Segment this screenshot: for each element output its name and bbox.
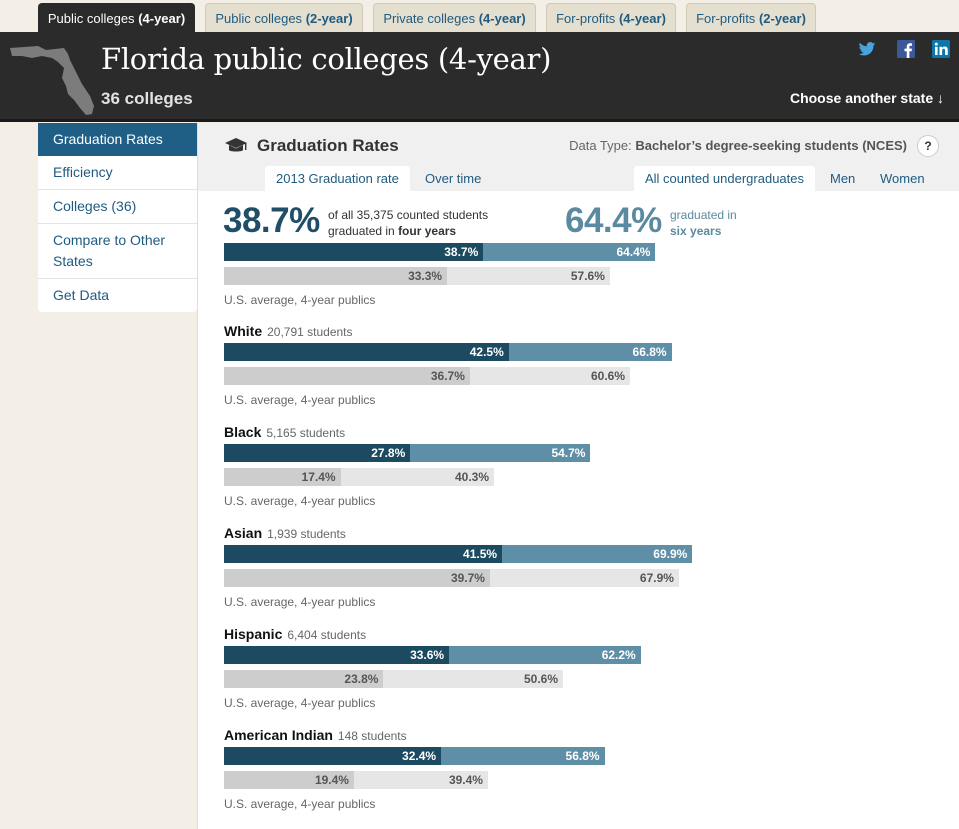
page-title: Florida public colleges (4-year) bbox=[101, 42, 552, 76]
avg-four-year-bar[interactable]: 17.4% bbox=[224, 468, 341, 486]
section-title: Graduation Rates bbox=[257, 136, 399, 155]
tab-label: For-profits bbox=[696, 11, 756, 26]
sidebar: Graduation Rates Efficiency Colleges (36… bbox=[38, 123, 197, 312]
tab-forprofit-4year[interactable]: For-profits (4-year) bbox=[546, 3, 676, 32]
four-year-text-2: graduated in four years bbox=[328, 223, 488, 239]
avg-four-year-bar[interactable]: 23.8% bbox=[224, 670, 384, 688]
main-panel: Graduation Rates Data Type: Bachelor’s d… bbox=[197, 123, 959, 829]
subtab-2013-rate[interactable]: 2013 Graduation rate bbox=[265, 166, 410, 191]
group-students: 5,165 students bbox=[266, 426, 346, 440]
tab-sublabel: (2-year) bbox=[758, 11, 806, 26]
subtab-women[interactable]: Women bbox=[880, 171, 925, 186]
group-students: 6,404 students bbox=[287, 628, 367, 642]
group-name: Hispanic bbox=[224, 626, 283, 642]
tab-sublabel: (4-year) bbox=[618, 11, 666, 26]
four-year-text-1: of all 35,375 counted students bbox=[328, 208, 489, 222]
four-year-rate: 38.7% bbox=[223, 201, 320, 240]
four-year-description: of all 35,375 counted students graduated… bbox=[328, 207, 488, 239]
four-year-text-prefix: graduated in bbox=[328, 224, 399, 238]
six-year-text-2: six years bbox=[670, 224, 722, 238]
group-label: Black 5,165 students bbox=[224, 424, 345, 440]
facebook-icon[interactable] bbox=[897, 40, 915, 58]
graduation-cap-icon bbox=[225, 138, 247, 152]
us-average-label: U.S. average, 4-year publics bbox=[224, 797, 376, 811]
page-header: Florida public colleges (4-year) 36 coll… bbox=[0, 32, 959, 122]
college-type-tabs: Public colleges (4-year) Public colleges… bbox=[0, 0, 959, 32]
data-type-label: Data Type: bbox=[569, 138, 632, 153]
twitter-icon[interactable] bbox=[858, 40, 876, 58]
six-year-description: graduated in six years bbox=[670, 207, 737, 239]
data-type: Data Type: Bachelor’s degree-seeking stu… bbox=[569, 138, 907, 153]
avg-four-year-bar[interactable]: 39.7% bbox=[224, 569, 490, 587]
group-students: 20,791 students bbox=[267, 325, 353, 339]
group-name: Asian bbox=[224, 525, 263, 541]
us-average-label: U.S. average, 4-year publics bbox=[224, 494, 376, 508]
tab-sublabel: (4-year) bbox=[138, 11, 186, 26]
tab-forprofit-2year[interactable]: For-profits (2-year) bbox=[686, 3, 816, 32]
us-average-label: U.S. average, 4-year publics bbox=[224, 293, 376, 307]
tab-public-4year[interactable]: Public colleges (4-year) bbox=[38, 3, 195, 32]
group-name: Black bbox=[224, 424, 262, 440]
four-year-bar[interactable]: 42.5% bbox=[224, 343, 509, 361]
group-label: Hispanic 6,404 students bbox=[224, 626, 366, 642]
subtab-men[interactable]: Men bbox=[830, 171, 856, 186]
tab-label: Private colleges bbox=[383, 11, 476, 26]
tab-sublabel: (2-year) bbox=[305, 11, 353, 26]
linkedin-icon[interactable] bbox=[932, 40, 950, 58]
sidebar-item-efficiency[interactable]: Efficiency bbox=[38, 156, 197, 190]
four-year-bar[interactable]: 33.6% bbox=[224, 646, 450, 664]
choose-state-link[interactable]: Choose another state ↓ bbox=[789, 90, 944, 106]
sidebar-item-colleges[interactable]: Colleges (36) bbox=[38, 190, 197, 224]
four-year-bar[interactable]: 38.7% bbox=[224, 243, 484, 261]
group-label: American Indian 148 students bbox=[224, 727, 407, 743]
group-name: White bbox=[224, 323, 263, 339]
group-students: 1,939 students bbox=[267, 527, 346, 541]
tab-public-2year[interactable]: Public colleges (2-year) bbox=[205, 3, 363, 32]
avg-four-year-bar[interactable]: 33.3% bbox=[224, 267, 448, 285]
help-button[interactable]: ? bbox=[917, 135, 939, 157]
avg-four-year-bar[interactable]: 36.7% bbox=[224, 367, 470, 385]
group-label: Asian 1,939 students bbox=[224, 525, 346, 541]
sidebar-item-get-data[interactable]: Get Data bbox=[53, 287, 110, 303]
us-average-label: U.S. average, 4-year publics bbox=[224, 595, 376, 609]
sidebar-item-graduation-rates[interactable]: Graduation Rates bbox=[38, 123, 197, 156]
subtab-all-undergrads[interactable]: All counted undergraduates bbox=[634, 166, 816, 191]
tab-label: For-profits bbox=[556, 11, 616, 26]
six-year-rate: 64.4% bbox=[565, 201, 662, 240]
data-type-value[interactable]: Bachelor’s degree-seeking students (NCES… bbox=[635, 138, 907, 153]
four-year-text-bold: four years bbox=[398, 224, 457, 238]
group-label: White 20,791 students bbox=[224, 323, 353, 339]
tab-sublabel: (4-year) bbox=[478, 11, 526, 26]
six-year-text-1: graduated in bbox=[670, 208, 737, 222]
college-count: 36 colleges bbox=[101, 89, 193, 108]
tab-label: Public colleges bbox=[215, 11, 303, 26]
tab-label: Public colleges bbox=[47, 11, 135, 26]
florida-map-icon bbox=[10, 46, 94, 115]
four-year-bar[interactable]: 41.5% bbox=[224, 545, 503, 563]
sidebar-item-compare[interactable]: Compare to Other States bbox=[38, 224, 197, 279]
avg-four-year-bar[interactable]: 19.4% bbox=[224, 771, 354, 789]
us-average-label: U.S. average, 4-year publics bbox=[224, 393, 376, 407]
four-year-bar[interactable]: 32.4% bbox=[224, 747, 442, 765]
four-year-bar[interactable]: 27.8% bbox=[224, 444, 411, 462]
us-average-label: U.S. average, 4-year publics bbox=[224, 696, 376, 710]
group-students: 148 students bbox=[337, 729, 407, 743]
subtab-over-time[interactable]: Over time bbox=[425, 171, 482, 186]
tab-private-4year[interactable]: Private colleges (4-year) bbox=[373, 3, 536, 32]
group-name: American Indian bbox=[224, 727, 333, 743]
